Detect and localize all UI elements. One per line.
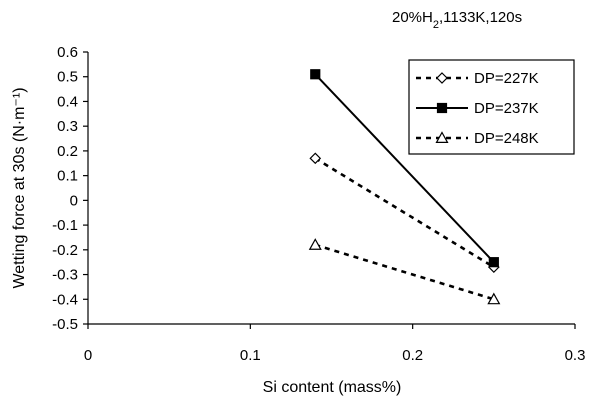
y-tick-label: -0.1 — [52, 217, 78, 234]
data-point-dp-237k — [488, 257, 499, 268]
legend-item-dp-237k: DP=237K — [416, 100, 539, 117]
x-axis-ticks: 0 0.1 0.2 0.3 — [84, 324, 586, 364]
legend-label-dp-237k: DP=237K — [474, 100, 539, 117]
data-point-dp-248k — [308, 238, 322, 250]
y-tick-label: 0.1 — [57, 168, 78, 185]
series-dp-227k — [309, 152, 500, 273]
x-tick-label: 0 — [84, 347, 92, 364]
series-layer — [308, 69, 501, 305]
y-axis-title: Wetting force at 30s (N·m⁻¹) — [11, 87, 28, 288]
legend-item-dp-227k: DP=227K — [416, 70, 539, 87]
legend-marker-dp-237k — [436, 102, 448, 114]
conditions-label: 20%H2,1133K,120s — [392, 9, 522, 31]
data-point-dp-227k — [309, 152, 322, 165]
legend-label-dp-248k: DP=248K — [474, 130, 539, 147]
y-tick-label: 0.4 — [57, 93, 78, 110]
x-tick-label: 0.1 — [240, 347, 261, 364]
x-tick-label: 0.2 — [402, 347, 423, 364]
y-axis-ticks: 0.6 0.5 0.4 0.3 0.2 0.1 0 -0.1 -0.2 -0.3 -0.4 -0.5 — [52, 44, 88, 333]
legend-marker-dp-227k — [436, 72, 448, 84]
x-axis-title: Si content (mass%) — [263, 379, 402, 396]
y-tick-label: -0.2 — [52, 242, 78, 259]
legend-item-dp-248k: DP=248K — [416, 130, 539, 147]
y-tick-label: 0 — [70, 192, 78, 209]
series-line-dp-227k — [314, 157, 495, 269]
y-tick-label: 0.3 — [57, 118, 78, 135]
data-point-dp-237k — [310, 69, 321, 80]
series-line-dp-248k — [314, 243, 495, 301]
y-tick-label: -0.5 — [52, 316, 78, 333]
series-dp-248k — [308, 238, 501, 305]
data-point-dp-248k — [487, 292, 501, 305]
y-tick-label: 0.5 — [57, 69, 78, 86]
legend-label-dp-227k: DP=227K — [474, 70, 539, 87]
y-tick-label: 0.2 — [57, 143, 78, 160]
legend: DP=227K DP=237K DP=248K — [408, 59, 575, 155]
series-line-dp-237k — [314, 73, 495, 263]
y-tick-label: -0.3 — [52, 267, 78, 284]
y-tick-label: 0.6 — [57, 44, 78, 61]
legend-marker-dp-248k — [435, 131, 449, 143]
y-tick-label: -0.4 — [52, 291, 78, 308]
x-tick-label: 0.3 — [565, 347, 586, 364]
series-dp-237k — [310, 69, 499, 268]
plot-area — [87, 52, 575, 325]
